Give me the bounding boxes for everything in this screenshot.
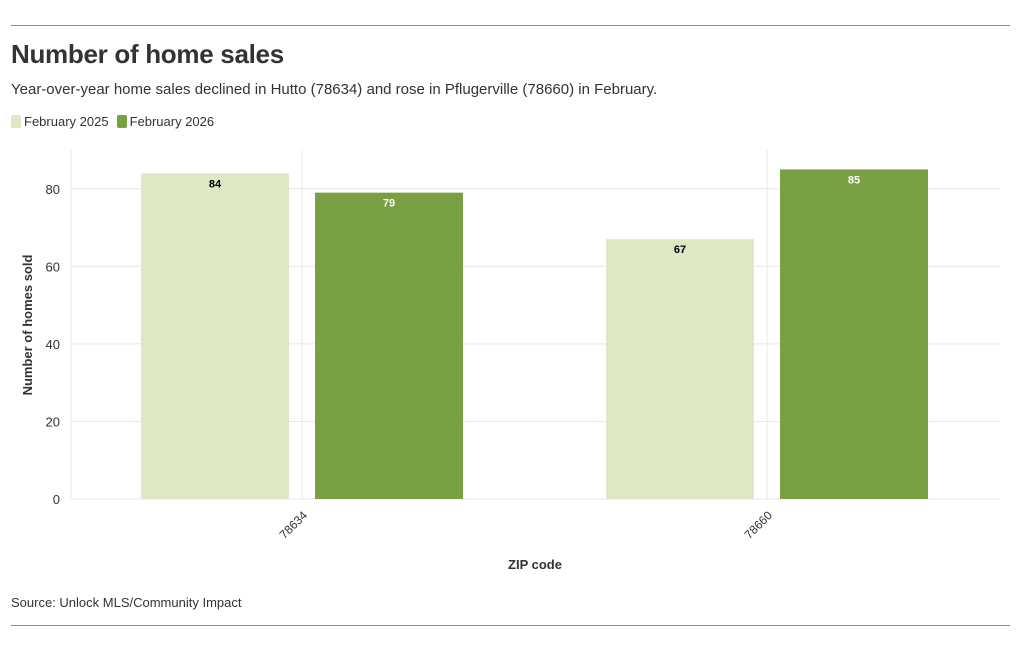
bar-chart: 0 20 40 60 80 84 67 79 85 78634 78660 Number of … [20, 150, 1000, 572]
legend-item-february-2026[interactable]: February 2026 [116, 114, 215, 129]
x-tick-label-78634: 78634 [277, 508, 311, 542]
source-note: Source: Unlock MLS/Community Impact [11, 595, 242, 610]
bars [141, 169, 928, 499]
y-tick-label-80: 80 [46, 182, 60, 197]
chart-title: Number of home sales [11, 39, 284, 69]
bar-78660-february-2026[interactable] [780, 169, 928, 499]
legend-swatch-february-2025 [11, 115, 21, 128]
chart-subtitle: Year-over-year home sales declined in Hu… [11, 81, 658, 98]
y-axis-title: Number of homes sold [20, 255, 35, 396]
data-label-78660-february-2026: 85 [848, 174, 860, 186]
legend-label-february-2025: February 2025 [24, 114, 109, 129]
bar-78634-february-2026[interactable] [315, 192, 463, 499]
legend-item-february-2025[interactable]: February 2025 [11, 114, 109, 129]
bar-78660-february-2025[interactable] [606, 239, 754, 499]
x-tick-label-78660: 78660 [742, 508, 776, 542]
bottom-rule [11, 625, 1010, 626]
y-tick-label-40: 40 [46, 337, 60, 352]
x-axis-ticks: 78634 78660 [277, 508, 776, 542]
x-axis-title: ZIP code [508, 557, 562, 572]
data-label-78660-february-2025: 67 [674, 244, 686, 256]
legend-label-february-2026: February 2026 [129, 114, 215, 129]
y-tick-label-0: 0 [53, 492, 60, 507]
data-label-78634-february-2025: 84 [209, 178, 222, 190]
data-label-78634-february-2026: 79 [383, 198, 395, 210]
y-tick-label-60: 60 [46, 259, 60, 274]
data-labels: 84 67 79 85 [209, 174, 860, 256]
top-rule [11, 25, 1010, 26]
legend-swatch-february-2026 [116, 115, 127, 128]
y-axis-ticks: 0 20 40 60 80 [46, 182, 60, 507]
legend: February 2025 February 2026 [11, 114, 222, 129]
y-tick-label-20: 20 [46, 414, 60, 429]
bar-78634-february-2025[interactable] [141, 173, 289, 499]
